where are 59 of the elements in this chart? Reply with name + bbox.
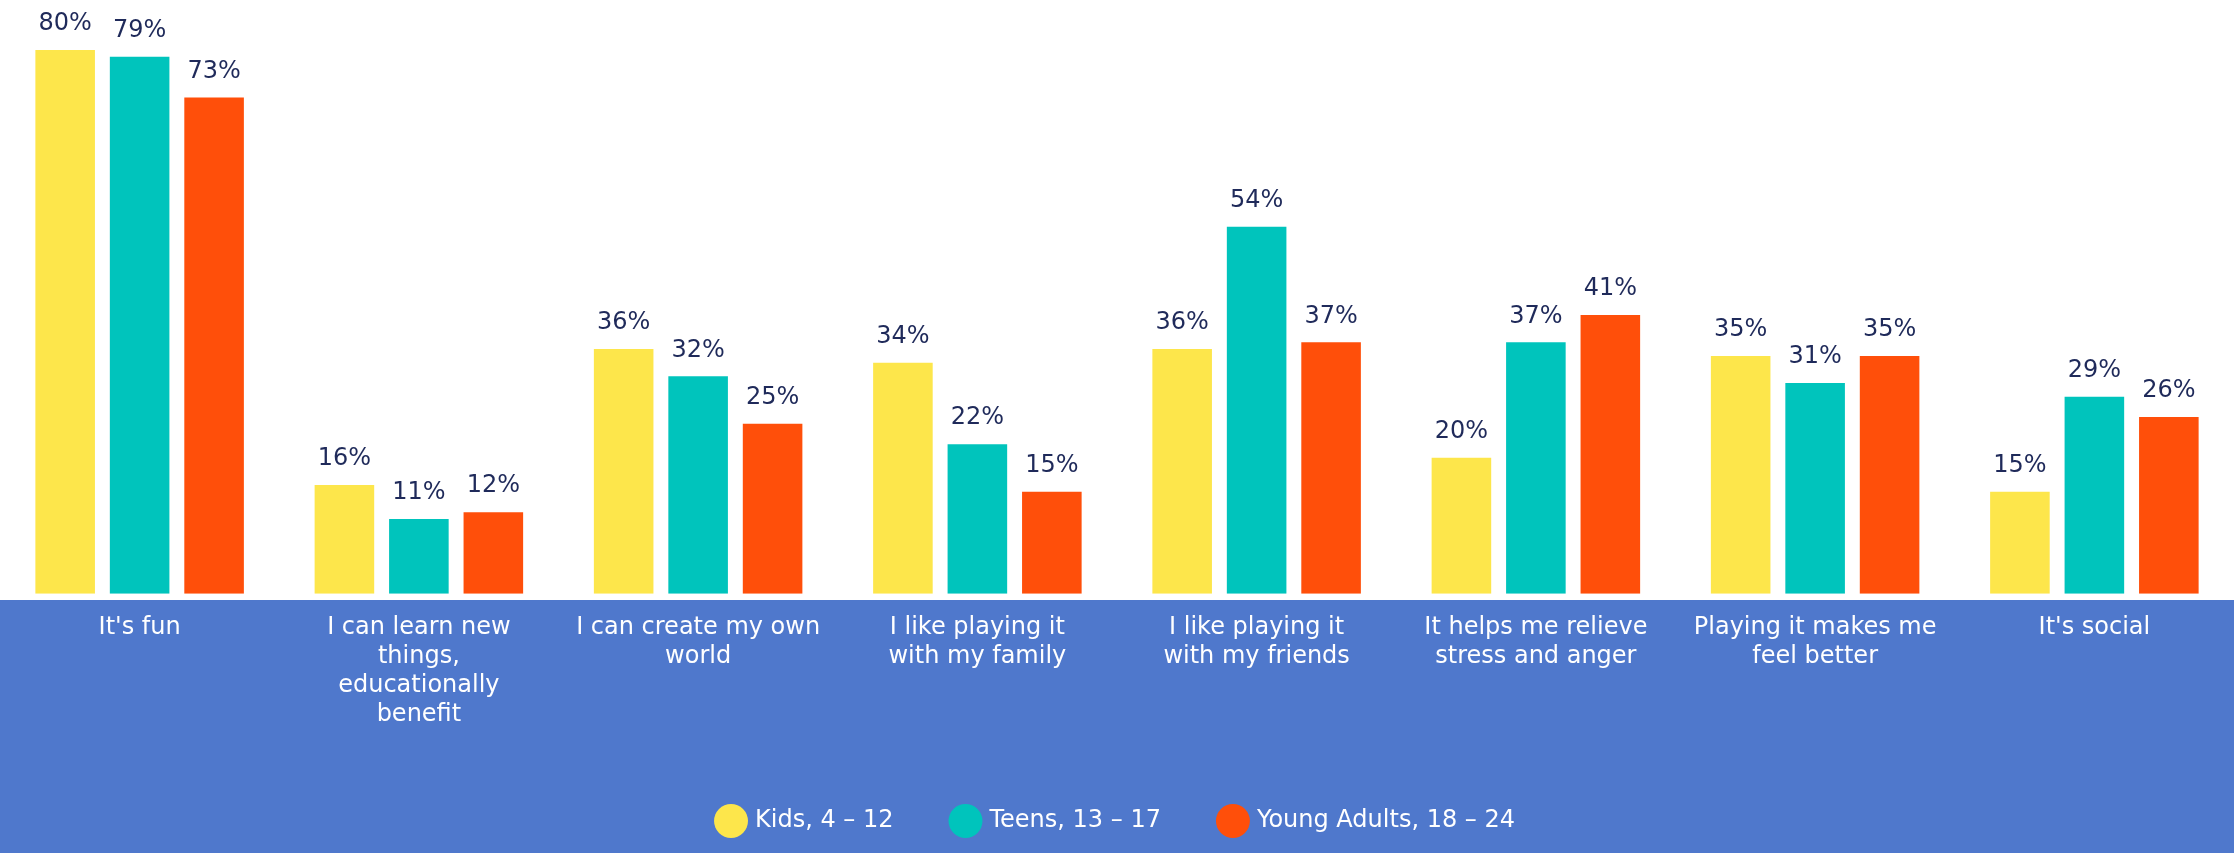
- data-label: 32%: [671, 334, 725, 363]
- legend-label: Young Adults, 18 – 24: [1255, 805, 1515, 834]
- data-label: 37%: [1304, 300, 1358, 329]
- data-label: 15%: [1025, 450, 1079, 479]
- x-tick-label: It's fun: [98, 612, 181, 641]
- bar: [1859, 355, 1920, 594]
- bar: [35, 50, 95, 594]
- data-label: 36%: [1155, 307, 1209, 336]
- legend-label: Kids, 4 – 12: [755, 805, 894, 834]
- bar: [314, 485, 375, 594]
- data-label: 11%: [392, 477, 446, 506]
- bar: [1022, 491, 1082, 594]
- bar: [742, 423, 803, 594]
- x-tick-label: I can create my own world: [576, 612, 821, 670]
- bar: [1580, 315, 1641, 594]
- bar: [1710, 355, 1771, 594]
- bar: [389, 519, 449, 594]
- data-label: 22%: [950, 402, 1005, 431]
- x-tick-label: It's social: [2038, 612, 2151, 641]
- data-label: 36%: [596, 307, 651, 336]
- data-label: 73%: [187, 55, 241, 84]
- data-label: 35%: [1862, 314, 1917, 343]
- bar: [1785, 383, 1845, 594]
- bar: [109, 56, 170, 594]
- bar: [1431, 457, 1492, 594]
- data-label: 16%: [317, 443, 372, 472]
- bar: [873, 362, 933, 594]
- data-label: 79%: [112, 15, 167, 44]
- data-label: 12%: [466, 470, 521, 499]
- bar: [947, 444, 1008, 594]
- data-label: 41%: [1583, 273, 1638, 302]
- data-label: 35%: [1713, 314, 1768, 343]
- bar: [1226, 226, 1287, 594]
- data-label: 25%: [745, 382, 800, 411]
- bar: [2139, 417, 2199, 594]
- x-tick-label: I like playing it with my family: [888, 612, 1067, 670]
- bar: [2064, 396, 2125, 594]
- bar: [593, 349, 654, 594]
- data-label: 29%: [2067, 354, 2122, 383]
- bar: [463, 512, 524, 594]
- data-label: 15%: [1993, 450, 2047, 479]
- data-label: 37%: [1509, 300, 1563, 329]
- x-tick-label: Playing it makes me feel better: [1693, 612, 1937, 670]
- legend-label: Teens, 13 – 17: [988, 805, 1161, 834]
- bar: [1152, 349, 1212, 594]
- x-tick-label: I like playing it with my friends: [1163, 612, 1350, 670]
- data-label: 80%: [38, 8, 92, 37]
- data-label: 26%: [2142, 375, 2196, 404]
- bar: [1506, 342, 1566, 594]
- data-label: 54%: [1229, 184, 1284, 213]
- bar: [668, 376, 728, 594]
- bar: [1301, 342, 1361, 594]
- data-label: 34%: [876, 320, 930, 349]
- x-tick-label: It helps me relieve stress and anger: [1424, 612, 1648, 670]
- data-label: 20%: [1434, 416, 1489, 445]
- data-label: 31%: [1788, 341, 1842, 370]
- x-tick-label: I can learn new things, educationally benefit: [327, 612, 511, 727]
- bar: [1990, 491, 2050, 594]
- bar: [184, 97, 244, 594]
